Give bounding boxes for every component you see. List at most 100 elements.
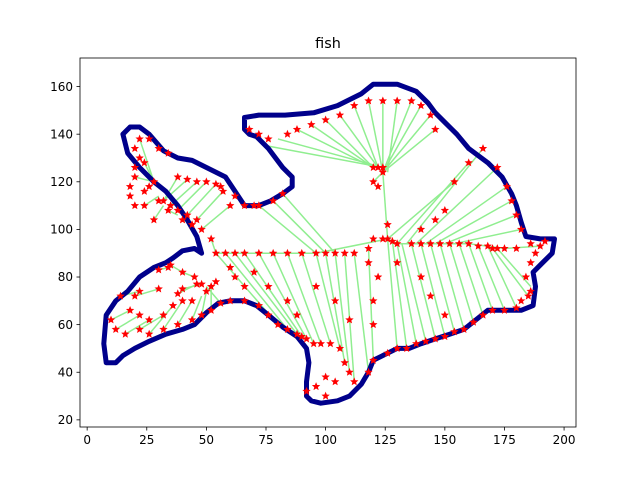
skeleton-edge [162, 178, 188, 202]
skeleton-point [154, 284, 163, 293]
skeleton-point [369, 296, 378, 305]
skeleton-edge [138, 138, 155, 183]
skeleton-point [130, 172, 140, 181]
skeleton-point [512, 303, 521, 312]
skeleton-point [512, 244, 521, 252]
skeleton-point [309, 339, 318, 348]
skeleton-point [178, 284, 187, 293]
skeleton-edge [296, 128, 374, 169]
skeleton-point [454, 239, 464, 248]
skeleton-point [268, 248, 278, 257]
x-tick-label: 100 [314, 433, 337, 447]
skeleton-point [121, 329, 130, 338]
skeleton-edge [491, 248, 529, 297]
skeleton-point [254, 301, 264, 310]
skeleton-point [264, 310, 273, 319]
skeleton-point [221, 248, 230, 257]
skeleton-point [378, 234, 388, 243]
fish-outline [101, 81, 557, 406]
skeleton-point [125, 191, 135, 200]
y-tick-label: 160 [50, 80, 73, 94]
skeleton-point [254, 129, 264, 138]
skeleton-point [526, 258, 535, 267]
y-tick-label: 80 [58, 270, 73, 284]
skeleton-point [536, 241, 545, 250]
skeleton-point [125, 182, 135, 191]
skeleton-edge [186, 183, 217, 216]
skeleton-point [140, 158, 149, 167]
skeleton-edge [243, 252, 303, 337]
skeleton-point [164, 205, 173, 214]
skeleton-point [125, 305, 135, 314]
skeleton-point [378, 96, 388, 105]
skeleton-point [190, 272, 199, 281]
skeleton-edge [310, 124, 374, 169]
skeleton-edge [444, 214, 517, 245]
skeleton-point [164, 148, 173, 157]
skeleton-point [283, 129, 292, 138]
skeleton-point [407, 239, 416, 248]
skeleton-point [383, 220, 392, 229]
skeleton-point [149, 215, 159, 224]
skeleton-point [144, 134, 154, 143]
skeleton-edge [391, 241, 408, 349]
skeleton-point [135, 286, 144, 295]
skeleton-edge [334, 253, 351, 373]
skeleton-point [302, 386, 311, 395]
skeleton-point [240, 282, 249, 291]
skeleton-point [226, 296, 235, 305]
skeleton-point [502, 182, 512, 191]
skeleton-point [402, 344, 411, 352]
skeleton-point [140, 201, 149, 210]
x-tick-label: 0 [83, 433, 91, 447]
plot-area [101, 81, 557, 406]
skeleton-edge [382, 114, 432, 173]
skeleton-edge [454, 228, 522, 245]
skeleton-point [335, 110, 345, 119]
skeleton-point [507, 196, 516, 205]
skeleton-point [226, 263, 235, 272]
skeleton-point [154, 144, 163, 153]
x-tick-label: 125 [374, 433, 397, 447]
skeleton-point [531, 248, 540, 257]
skeleton-point [273, 320, 283, 329]
skeleton-edge [467, 243, 494, 311]
skeleton-edge [258, 252, 308, 340]
skeleton-edge [382, 105, 422, 173]
skeleton-point [330, 248, 340, 257]
skeleton-point [292, 310, 302, 319]
skeleton-point [166, 201, 175, 210]
skeleton-point [130, 201, 140, 210]
skeleton-edge [396, 162, 470, 245]
skeleton-edge [325, 119, 374, 169]
skeleton-point [297, 332, 306, 341]
skeleton-point [524, 291, 533, 300]
skeleton-edge [139, 314, 164, 331]
skeleton-point [431, 125, 440, 133]
skeleton-point [192, 215, 202, 224]
skeleton-edge [268, 145, 383, 169]
skeleton-edge [315, 253, 341, 349]
skeleton-point [392, 344, 402, 352]
skeleton-point [218, 186, 228, 195]
skeleton-point [154, 265, 163, 274]
skeleton-point [369, 177, 378, 186]
skeleton-point [350, 101, 359, 110]
axes-frame [79, 57, 577, 428]
skeleton-point [350, 377, 359, 386]
skeleton-edge [115, 314, 141, 331]
skeleton-point [488, 305, 497, 314]
skeleton-point [135, 153, 144, 162]
skeleton-point [321, 248, 330, 257]
skeleton-point [173, 289, 182, 298]
skeleton-edge [234, 252, 298, 335]
skeleton-point [459, 325, 469, 333]
skeleton-point [416, 101, 426, 110]
skeleton-point [340, 248, 349, 257]
skeleton-point [478, 310, 488, 319]
skeleton-point [183, 210, 192, 219]
skeleton-point [526, 239, 535, 248]
y-tick-label: 140 [50, 127, 73, 141]
skeleton-point [268, 196, 278, 205]
skeleton-edge [162, 176, 179, 202]
